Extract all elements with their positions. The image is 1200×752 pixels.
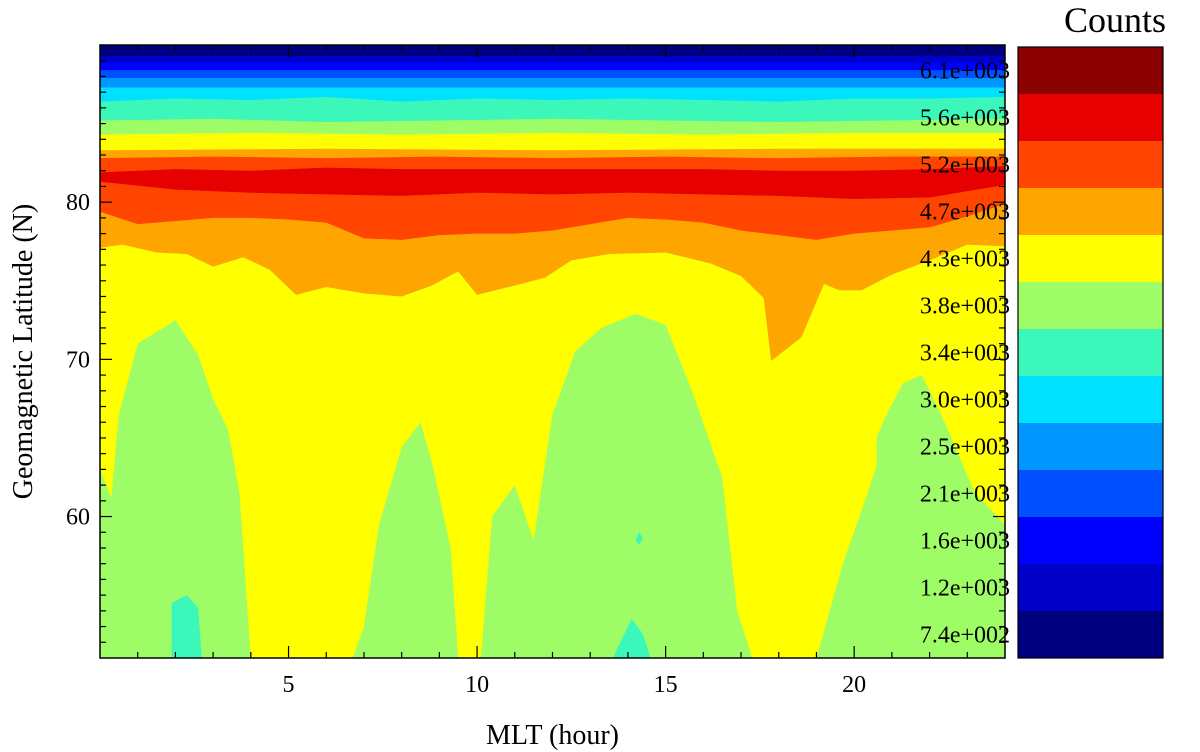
colorbar-frame: [1017, 46, 1164, 659]
colorbar-swatch: [1018, 235, 1163, 282]
colorbar-label: 7.4e+002: [920, 623, 1010, 649]
contour-pocket-3: [635, 532, 643, 545]
y-axis-ticks: 60 70 80: [66, 60, 1005, 643]
y-tick-label: 80: [66, 190, 90, 216]
colorbar-swatch: [1018, 517, 1163, 564]
colorbar-label: 3.8e+003: [920, 294, 1010, 320]
colorbar-label: 4.3e+003: [920, 247, 1010, 273]
x-tick-label: 20: [842, 672, 866, 698]
x-tick-label: 10: [465, 672, 489, 698]
colorbar-swatch: [1018, 141, 1163, 188]
colorbar-swatch: [1018, 188, 1163, 235]
y-tick-label: 60: [66, 505, 90, 531]
colorbar-title: Counts: [1064, 0, 1166, 40]
colorbar-label: 2.5e+003: [920, 435, 1010, 461]
colorbar-label: 2.1e+003: [920, 482, 1010, 508]
colorbar: Counts 7.4e+002 1.2e+003 1.6e+003 2.1e+003 2…: [920, 0, 1166, 659]
colorbar-label: 1.2e+003: [920, 576, 1010, 602]
colorbar-label: 3.0e+003: [920, 388, 1010, 414]
colorbar-swatch: [1018, 611, 1163, 658]
y-axis-label: Geomagnetic Latitude (N): [8, 204, 39, 499]
x-tick-label: 15: [654, 672, 678, 698]
contour-pocket-2: [612, 618, 651, 658]
colorbar-swatch: [1018, 282, 1163, 329]
x-axis-ticks: 5 10 15 20: [137, 45, 968, 698]
x-tick-label: 5: [283, 672, 295, 698]
plot-area: 5 10 15 20 60 70 80: [66, 44, 1006, 698]
colorbar-levels: 7.4e+002 1.2e+003 1.6e+003 2.1e+003 2.5e+003…: [920, 46, 1164, 659]
colorbar-swatch: [1018, 329, 1163, 376]
colorbar-label: 5.6e+003: [920, 106, 1010, 132]
colorbar-label: 4.7e+003: [920, 200, 1010, 226]
contour-region-1: [100, 244, 1005, 658]
colorbar-label: 5.2e+003: [920, 153, 1010, 179]
colorbar-label: 3.4e+003: [920, 341, 1010, 367]
colorbar-swatch: [1018, 47, 1163, 94]
colorbar-swatch: [1018, 564, 1163, 611]
contour-bands: [100, 45, 1005, 361]
contour-regions: [100, 244, 1005, 658]
y-tick-label: 70: [66, 347, 90, 373]
colorbar-label: 1.6e+003: [920, 529, 1010, 555]
contour-pocket-1: [171, 595, 202, 658]
colorbar-swatch: [1018, 470, 1163, 517]
colorbar-swatch: [1018, 376, 1163, 423]
colorbar-label: 6.1e+003: [920, 59, 1010, 85]
x-axis-label: MLT (hour): [486, 720, 619, 751]
colorbar-swatch: [1018, 94, 1163, 141]
colorbar-swatch: [1018, 423, 1163, 470]
